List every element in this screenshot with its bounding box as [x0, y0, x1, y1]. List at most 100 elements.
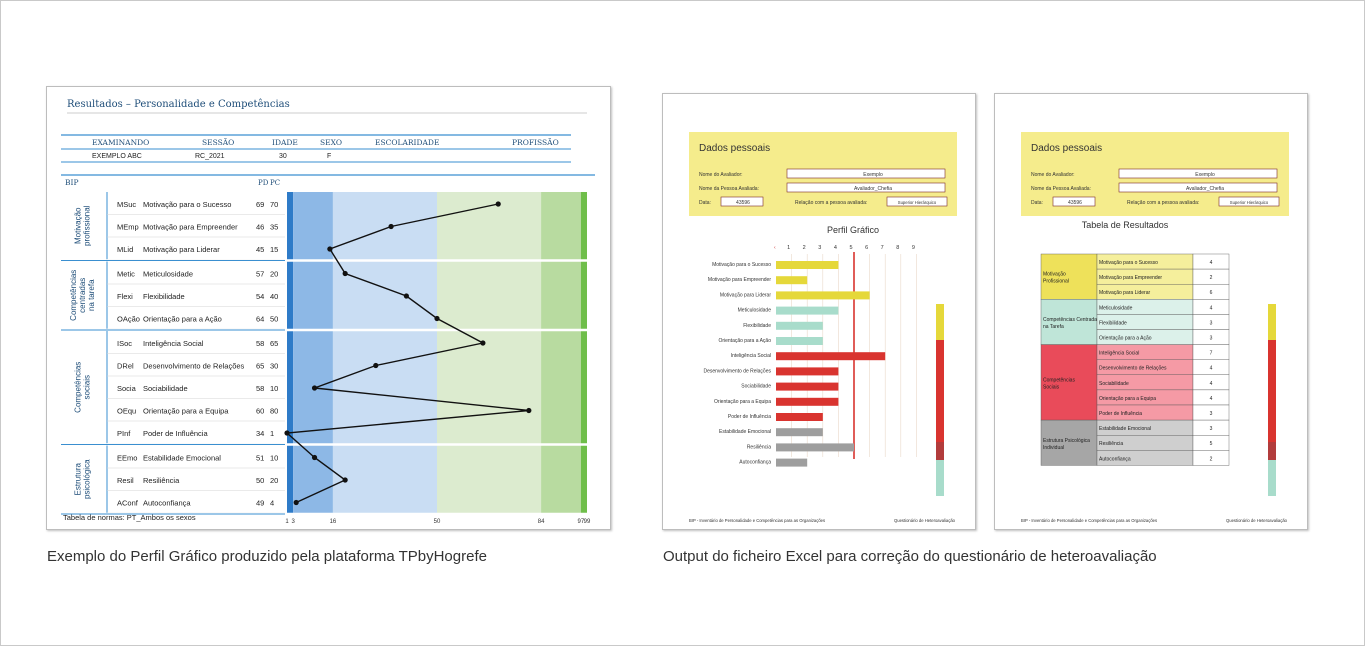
perfil-date-value: 43596: [736, 200, 750, 206]
perfil-label: Orientação para a Ação: [718, 338, 771, 344]
item-code: MSuc: [117, 200, 136, 209]
tabela-resultados-svg: Dados pessoaisNome do Avaliador: ExemploN…: [995, 94, 1309, 531]
perfil-scale-5: 5: [849, 245, 852, 251]
item-name: Estabilidade Emocional: [143, 454, 221, 463]
header-value-0: EXEMPLO ABC: [92, 153, 142, 160]
tabela-row-value: 4: [1210, 305, 1213, 311]
group-label-3: Estruturapsicológica: [74, 459, 92, 499]
header-value-2: 30: [279, 153, 287, 160]
item-name: Orientação para a Equipa: [143, 407, 229, 416]
perfil-label: Flexibilidade: [743, 323, 771, 329]
pc-label: PC: [270, 179, 280, 187]
tabela-row-value: 2: [1210, 456, 1213, 462]
item-pd: 69: [256, 200, 264, 209]
perfil-scale-6: 6: [865, 245, 868, 251]
perfil-bar: [776, 352, 885, 360]
item-pd: 50: [256, 476, 264, 485]
item-code: OEqu: [117, 407, 136, 416]
tabela-group-label-3-a: Estrutura Psicológica: [1043, 438, 1090, 444]
tabela-evaluated-value: Avaliador_Chefia: [1186, 186, 1224, 192]
tabela-relation-value: Superior Hierárquico: [1230, 200, 1269, 205]
perfil-scale-7: 7: [881, 245, 884, 251]
item-name: Flexibilidade: [143, 292, 185, 301]
perfil-relation-label: Relação com a pessoa avaliada:: [795, 200, 867, 206]
profile-point-OEqu: [526, 408, 531, 413]
item-pc: 10: [270, 454, 278, 463]
perfil-relation-value: Superior Hierárquico: [898, 200, 937, 205]
item-name: Orientação para a Ação: [143, 315, 222, 324]
profile-point-ISoc: [480, 340, 485, 345]
perfil-footer-right: Questionário de Heteroavaliação: [894, 518, 956, 523]
tabela-row-value: 3: [1210, 426, 1213, 432]
perfil-scale-1: 1: [787, 245, 790, 251]
item-pc: 65: [270, 339, 278, 348]
tabela-row-name: Motivação para Liderar: [1099, 290, 1150, 296]
profile-point-MLid: [327, 246, 332, 251]
caption-right: Output do ficheiro Excel para correção d…: [663, 548, 1157, 565]
tabela-date-label: Data:: [1031, 200, 1043, 206]
item-code: EEmo: [117, 454, 137, 463]
item-pc: 10: [270, 384, 278, 393]
axis-tick-3: 3: [291, 519, 295, 525]
tabela-row-name: Motivação para o Sucesso: [1099, 260, 1158, 266]
item-pd: 58: [256, 339, 264, 348]
item-pc: 70: [270, 200, 278, 209]
perfil-label: Motivação para o Sucesso: [712, 262, 771, 268]
perfil-bar: [776, 261, 838, 269]
item-name: Sociabilidade: [143, 384, 188, 393]
item-pd: 58: [256, 384, 264, 393]
item-pc: 40: [270, 292, 278, 301]
item-pd: 46: [256, 223, 264, 232]
item-pc: 35: [270, 223, 278, 232]
perfil-label: Resiliência: [747, 444, 771, 450]
band-3: [437, 192, 541, 515]
header-4: ESCOLARIDADE: [375, 138, 439, 147]
perfil-footer-left: BIP - Inventário de Personalidade e Comp…: [689, 518, 825, 523]
item-code: Socia: [117, 384, 137, 393]
tabela-row-value: 7: [1210, 351, 1213, 357]
tabela-side-bar-1: [1268, 340, 1276, 442]
item-pc: 20: [270, 476, 278, 485]
tabela-evaluator-value: Exemplo: [1195, 172, 1215, 178]
profile-point-AConf: [294, 500, 299, 505]
group-label-2: Competênciassociais: [74, 362, 92, 413]
tabela-row-name: Poder de Influência: [1099, 411, 1142, 417]
item-code: MEmp: [117, 223, 139, 232]
header-value-3: F: [327, 153, 331, 160]
perfil-title: Perfil Gráfico: [827, 225, 879, 235]
group-label-0: Motivaçãoprofissional: [74, 205, 92, 246]
perfil-scale-start: ‹: [774, 245, 776, 251]
group-label-1: Competênciascentradasna tarefa: [69, 270, 96, 321]
tabela-group-label-1-b: na Tarefa: [1043, 324, 1064, 330]
item-code: DRel: [117, 362, 134, 371]
perfil-bar: [776, 413, 823, 421]
perfil-bar: [776, 398, 838, 406]
caption-left: Exemplo do Perfil Gráfico produzido pela…: [47, 548, 487, 565]
item-pc: 50: [270, 315, 278, 324]
perfil-bar: [776, 291, 870, 299]
perfil-scale-4: 4: [834, 245, 837, 251]
perfil-bar: [776, 322, 823, 330]
tabela-row-name: Autoconfiança: [1099, 456, 1131, 462]
tabela-row-name: Resiliência: [1099, 441, 1123, 447]
profile-point-MEmp: [388, 224, 393, 229]
perfil-side-bar-3: [936, 460, 944, 496]
perfil-bar: [776, 307, 838, 315]
tabela-evaluator-label: Nome do Avaliador:: [1031, 172, 1075, 178]
axis-tick-16: 16: [330, 519, 337, 525]
perfil-bar: [776, 383, 838, 391]
perfil-bar: [776, 337, 823, 345]
tabela-footer-left: BIP - Inventário de Personalidade e Comp…: [1021, 518, 1157, 523]
perfil-label: Motivação para Liderar: [720, 292, 771, 298]
profile-point-Socia: [312, 385, 317, 390]
band-2: [333, 192, 437, 515]
item-pd: 51: [256, 454, 264, 463]
item-pd: 64: [256, 315, 264, 324]
item-pd: 49: [256, 499, 264, 508]
item-pc: 1: [270, 429, 274, 438]
band-5: [581, 192, 587, 515]
item-code: PInf: [117, 429, 131, 438]
perfil-label: Sociabilidade: [741, 384, 771, 390]
item-pd: 60: [256, 407, 264, 416]
item-pd: 65: [256, 362, 264, 371]
